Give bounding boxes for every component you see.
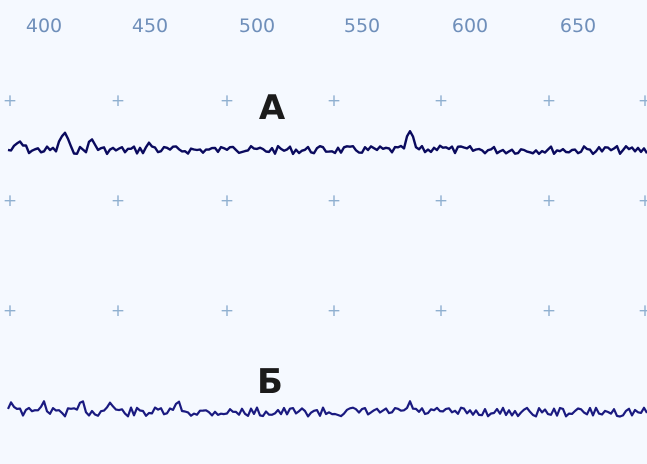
trace-line-b <box>8 401 647 416</box>
grid-marker: + <box>111 91 125 111</box>
grid-marker: + <box>220 301 234 321</box>
grid-marker: + <box>3 91 17 111</box>
grid-marker: + <box>220 91 234 111</box>
grid-markers: + + + + + + + + + + + + + + + + + + + + + <box>3 91 647 321</box>
grid-marker: + <box>638 191 647 211</box>
trace-label-a: А <box>259 88 285 128</box>
trace-line-a <box>8 131 647 154</box>
grid-marker: + <box>3 191 17 211</box>
grid-marker: + <box>434 301 448 321</box>
grid-marker: + <box>542 191 556 211</box>
grid-marker: + <box>111 191 125 211</box>
grid-marker: + <box>638 301 647 321</box>
grid-marker: + <box>327 91 341 111</box>
trace-label-b: Б <box>257 362 283 402</box>
grid-marker: + <box>327 301 341 321</box>
grid-marker: + <box>434 191 448 211</box>
grid-marker: + <box>220 191 234 211</box>
grid-marker: + <box>542 91 556 111</box>
grid-marker: + <box>327 191 341 211</box>
grid-marker: + <box>434 91 448 111</box>
grid-marker: + <box>542 301 556 321</box>
grid-marker: + <box>3 301 17 321</box>
grid-marker: + <box>111 301 125 321</box>
grid-marker: + <box>638 91 647 111</box>
